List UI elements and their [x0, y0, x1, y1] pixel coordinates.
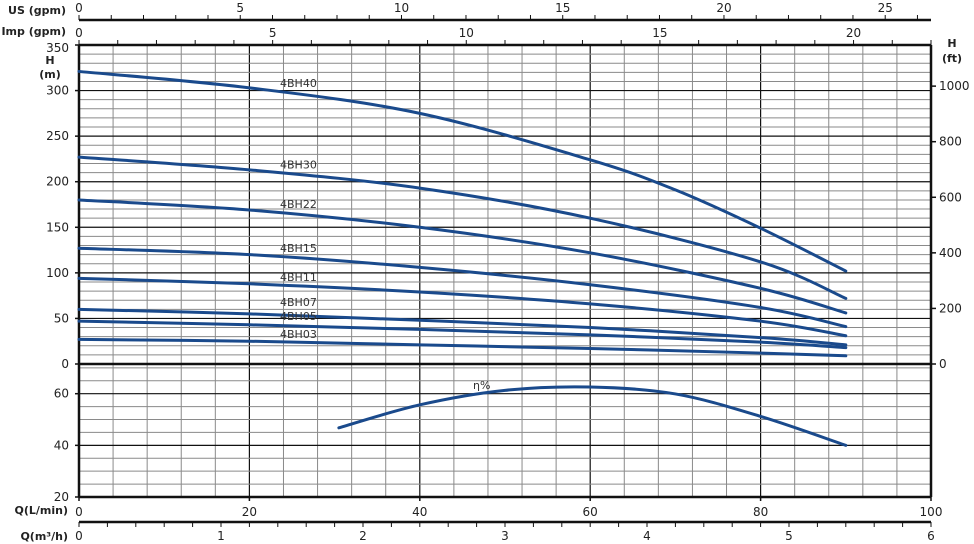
y-right-tick-label: 400	[939, 246, 962, 260]
us-gpm-axis-label: US (gpm)	[8, 4, 66, 17]
y-right-tick-label: 0	[939, 357, 947, 371]
y-right-tick-label: 1000	[939, 79, 970, 93]
q-m3h-tick-label: 5	[785, 529, 793, 543]
x-tick-label: 0	[75, 505, 83, 519]
q-m3h-tick-label: 1	[217, 529, 225, 543]
y-tick-label: 300	[46, 84, 69, 98]
y-tick-label: 250	[46, 129, 69, 143]
q-m3h-tick-label: 3	[501, 529, 509, 543]
efficiency-curve-label: η%	[473, 379, 490, 392]
curve-4bh11	[77, 276, 848, 338]
x-tick-label: 20	[242, 505, 257, 519]
y-right-tick-label: 800	[939, 135, 962, 149]
us-gpm-tick-label: 0	[75, 1, 83, 15]
y-tick-label: 20	[54, 490, 69, 504]
q-m3h-tick-label: 2	[359, 529, 367, 543]
imp-gpm-tick-label: 5	[269, 26, 277, 40]
efficiency-curve	[337, 385, 848, 447]
curve-4bh05	[77, 319, 848, 350]
q-m3h-tick-label: 0	[75, 529, 83, 543]
q-m3h-axis-label: Q(m³/h)	[20, 530, 68, 543]
curve-label-4bh07: 4BH07	[280, 296, 317, 309]
curve-label-4bh22: 4BH22	[280, 198, 317, 211]
h-ft-axis-label: H (ft)	[942, 37, 962, 65]
curve-4bh15	[77, 246, 848, 329]
imp-gpm-tick-label: 10	[459, 26, 474, 40]
h-ft-axis-label-line1: H	[947, 37, 956, 50]
us-gpm-tick-label: 5	[236, 1, 244, 15]
curve-4bh40	[77, 69, 848, 273]
y-tick-label: 50	[54, 311, 69, 325]
us-gpm-tick-label: 25	[878, 1, 893, 15]
q-lmin-axis-label: Q(L/min)	[15, 504, 69, 517]
curve-label-4bh11: 4BH11	[280, 271, 317, 284]
q-m3h-tick-label: 6	[927, 529, 935, 543]
y-tick-label: 150	[46, 220, 69, 234]
y-tick-label: 0	[61, 357, 69, 371]
y-tick-label: 350	[46, 41, 69, 55]
y-tick-label: 60	[54, 387, 69, 401]
curve-4bh07	[77, 307, 848, 347]
curve-label-4bh03: 4BH03	[280, 328, 317, 341]
curve-4bh03	[77, 337, 848, 358]
imp-gpm-tick-label: 0	[75, 26, 83, 40]
h-ft-axis-label-line2: (ft)	[942, 52, 962, 65]
curve-label-4bh05: 4BH05	[280, 310, 317, 323]
imp-gpm-tick-label: 15	[652, 26, 667, 40]
h-m-axis-label-line2: (m)	[39, 68, 61, 81]
us-gpm-tick-label: 15	[555, 1, 570, 15]
grid	[79, 45, 931, 497]
curve-4bh30	[77, 155, 848, 300]
y-right-tick-label: 200	[939, 301, 962, 315]
us-gpm-tick-label: 10	[394, 1, 409, 15]
h-m-axis-label-line1: H	[45, 54, 54, 67]
x-tick-label: 60	[583, 505, 598, 519]
h-m-axis-label: H (m)	[39, 54, 61, 81]
y-tick-label: 200	[46, 175, 69, 189]
curve-label-4bh40: 4BH40	[280, 77, 317, 90]
y-tick-label: 100	[46, 266, 69, 280]
y-right-tick-label: 600	[939, 190, 962, 204]
x-tick-label: 100	[920, 505, 943, 519]
curve-label-4bh15: 4BH15	[280, 242, 317, 255]
curve-4bh22	[77, 198, 848, 315]
axes: 0501001502002503003502040600200400600800…	[46, 1, 969, 543]
x-tick-label: 80	[753, 505, 768, 519]
y-tick-label: 40	[54, 438, 69, 452]
us-gpm-tick-label: 20	[716, 1, 731, 15]
imp-gpm-tick-label: 20	[846, 26, 861, 40]
imp-gpm-axis-label: Imp (gpm)	[1, 25, 66, 38]
x-tick-label: 40	[412, 505, 427, 519]
curve-label-4bh30: 4BH30	[280, 158, 317, 171]
q-m3h-tick-label: 4	[643, 529, 651, 543]
